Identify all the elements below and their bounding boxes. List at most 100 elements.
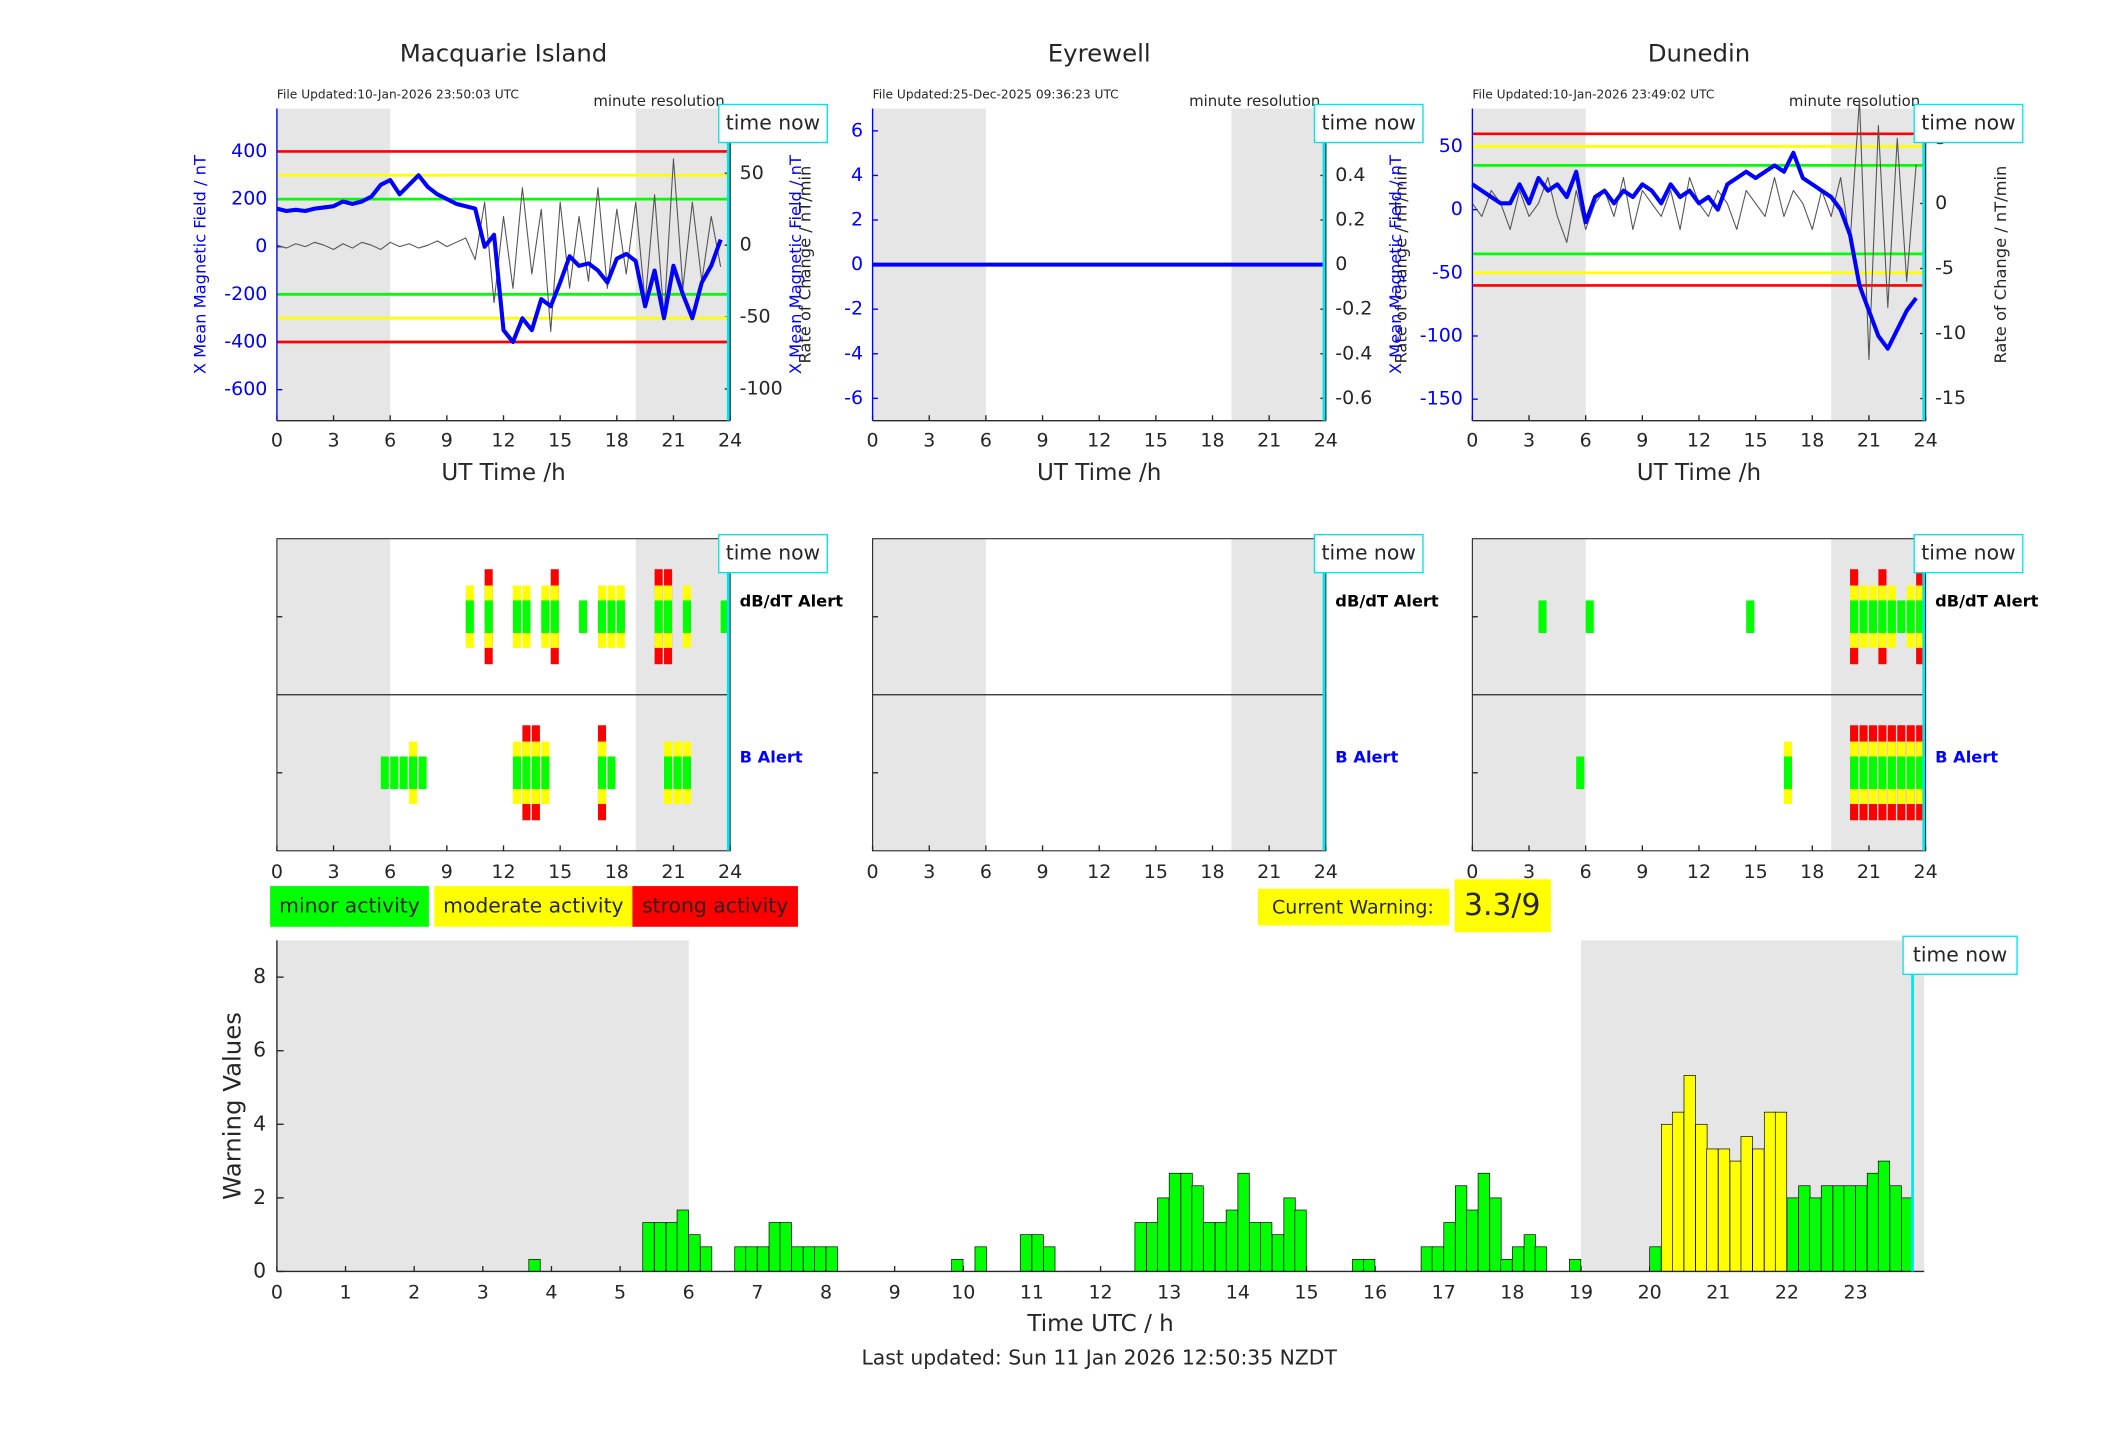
y-tick-label: 0 bbox=[1451, 198, 1463, 220]
bar bbox=[1180, 1172, 1193, 1272]
alert-block bbox=[512, 600, 522, 634]
x-tick-label: 6 bbox=[1580, 861, 1592, 883]
y-tick-label: 6 bbox=[253, 1038, 266, 1062]
bar bbox=[951, 1258, 964, 1272]
x-tick-label: 0 bbox=[1466, 430, 1478, 452]
file-updated: File Updated:10-Jan-2026 23:50:03 UTC bbox=[277, 87, 519, 101]
alert-block bbox=[399, 756, 408, 790]
x-tick-label: 18 bbox=[1200, 861, 1224, 883]
bar bbox=[1225, 1209, 1238, 1272]
bar bbox=[1168, 1172, 1181, 1272]
bar bbox=[1798, 1185, 1811, 1272]
bar bbox=[1443, 1222, 1456, 1272]
bar bbox=[734, 1246, 747, 1272]
bar bbox=[1489, 1197, 1502, 1272]
x-tick-label: 6 bbox=[384, 861, 396, 883]
plot-frame bbox=[1471, 538, 1927, 852]
bar bbox=[1877, 1160, 1891, 1272]
x-tick-label: 12 bbox=[1687, 430, 1711, 452]
x-tick-label: 24 bbox=[718, 861, 742, 883]
bar bbox=[1889, 1185, 1902, 1272]
x-tick-label: 0 bbox=[867, 430, 879, 452]
x-tick-label: 0 bbox=[271, 430, 283, 452]
x-tick-label: 3 bbox=[477, 1282, 489, 1304]
bar bbox=[768, 1222, 781, 1272]
alert-block bbox=[654, 600, 663, 634]
y-tick-label: 50 bbox=[1439, 135, 1463, 157]
bar bbox=[1455, 1185, 1468, 1272]
x-tick-label: 12 bbox=[1087, 861, 1111, 883]
y2-tick-label: 0.4 bbox=[1335, 164, 1365, 186]
x-tick-label: 3 bbox=[1523, 861, 1535, 883]
alert-block bbox=[1868, 600, 1878, 634]
x-tick-label: 21 bbox=[1857, 861, 1881, 883]
x-tick-label: 0 bbox=[867, 861, 879, 883]
bar bbox=[814, 1246, 827, 1272]
alert-block bbox=[541, 756, 550, 790]
time-now-label: time now bbox=[726, 110, 820, 134]
x-tick-label: 3 bbox=[328, 861, 340, 883]
y-tick-label: 6 bbox=[851, 119, 863, 141]
y-tick-label: 4 bbox=[851, 164, 863, 186]
bar bbox=[1512, 1246, 1525, 1272]
time-now-box bbox=[1902, 935, 2018, 975]
x-tick-label: 3 bbox=[328, 430, 340, 452]
x-tick-label: 2 bbox=[408, 1282, 420, 1304]
y-tick-label: -400 bbox=[224, 331, 267, 353]
bar bbox=[1820, 1185, 1834, 1272]
x-tick-label: 20 bbox=[1638, 1282, 1662, 1304]
x-tick-label: 23 bbox=[1844, 1282, 1868, 1304]
alert-block bbox=[390, 756, 399, 790]
x-tick-label: 15 bbox=[548, 430, 572, 452]
plot-frame bbox=[276, 538, 731, 852]
alert-block bbox=[522, 600, 531, 634]
x-tick-label: 24 bbox=[1913, 430, 1937, 452]
x-tick-label: 14 bbox=[1226, 1282, 1250, 1304]
alert-block bbox=[380, 756, 389, 790]
bar bbox=[1740, 1136, 1753, 1272]
night-shade bbox=[1472, 108, 1586, 421]
data-line bbox=[276, 173, 723, 345]
alert-block bbox=[1783, 756, 1793, 790]
alert-block bbox=[720, 600, 729, 634]
x-tick-label: 21 bbox=[661, 861, 685, 883]
bar bbox=[1855, 1185, 1868, 1272]
bar bbox=[676, 1209, 689, 1272]
time-now-box bbox=[1913, 533, 2024, 574]
x-tick-label: 21 bbox=[1706, 1282, 1730, 1304]
x-axis-label: UT Time /h bbox=[1637, 460, 1761, 486]
x-tick-label: 21 bbox=[661, 430, 685, 452]
x-tick-label: 10 bbox=[951, 1282, 975, 1304]
alert-block bbox=[1746, 600, 1755, 634]
y-tick-label: -150 bbox=[1420, 388, 1463, 410]
alert-block bbox=[682, 756, 691, 790]
y-tick-label: 0 bbox=[255, 235, 267, 257]
row-label: B Alert bbox=[1935, 747, 1998, 766]
alert-block bbox=[1576, 756, 1585, 790]
x-tick-label: 18 bbox=[1500, 1282, 1524, 1304]
alert-block bbox=[1868, 756, 1878, 790]
x-tick-label: 12 bbox=[1687, 861, 1711, 883]
x-tick-label: 0 bbox=[271, 861, 283, 883]
alert-block bbox=[1916, 600, 1925, 634]
legend-label: moderate activity bbox=[443, 893, 623, 917]
x-tick-label: 16 bbox=[1363, 1282, 1387, 1304]
time-now-label: time now bbox=[1921, 541, 2015, 565]
x-axis-label: UT Time /h bbox=[1037, 460, 1161, 486]
warning-label: Current Warning: bbox=[1272, 896, 1434, 918]
alert-block bbox=[531, 756, 540, 790]
bar bbox=[1752, 1148, 1765, 1272]
bar bbox=[1260, 1222, 1273, 1272]
y2-tick-label: 0.2 bbox=[1335, 209, 1365, 231]
y2-axis-label: Rate of Change / nT/min bbox=[1391, 166, 1410, 364]
y2-axis-label: Rate of Change / nT/min bbox=[796, 166, 815, 364]
bar bbox=[528, 1258, 541, 1272]
data-line bbox=[1471, 150, 1918, 351]
warning-label-box bbox=[1257, 888, 1450, 926]
bar bbox=[1661, 1123, 1674, 1272]
bar bbox=[1466, 1209, 1479, 1272]
x-tick-label: 3 bbox=[1523, 430, 1535, 452]
alert-block bbox=[1859, 756, 1868, 790]
x-tick-label: 8 bbox=[820, 1282, 832, 1304]
